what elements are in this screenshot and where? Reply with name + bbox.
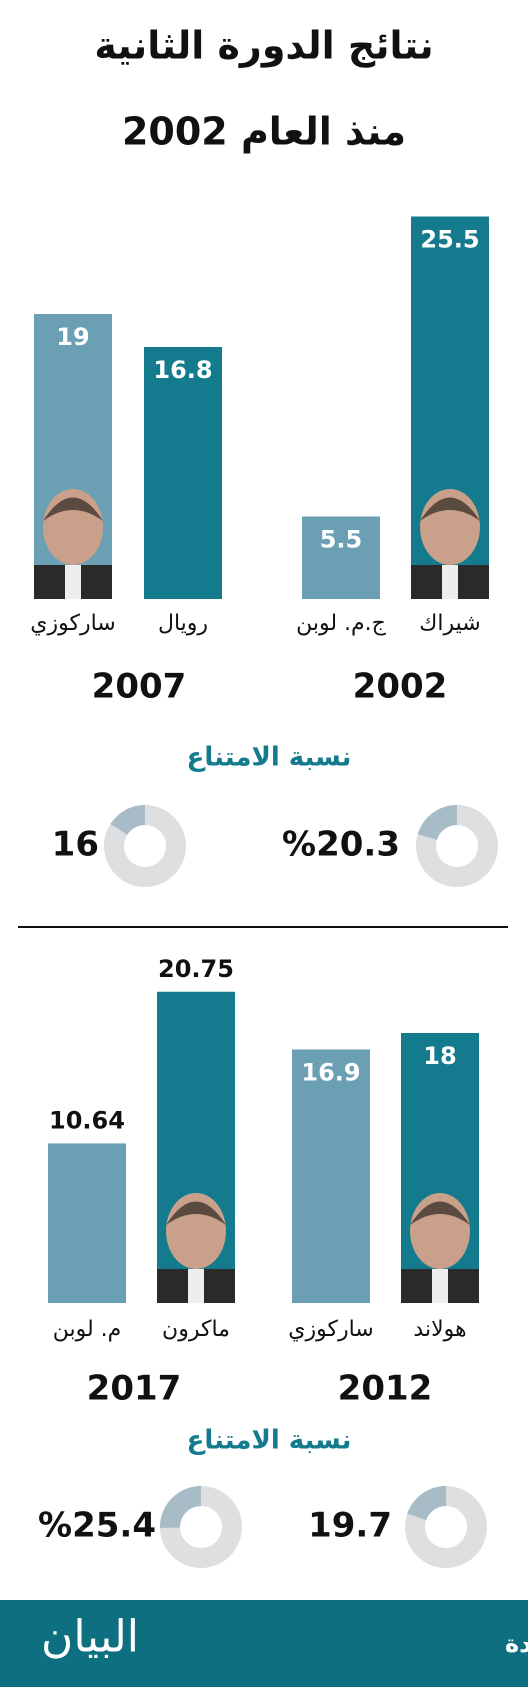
- photo-collar: [432, 1269, 448, 1303]
- photo-collar: [65, 565, 81, 599]
- bar: [302, 516, 380, 599]
- value-label: 16.8: [153, 356, 212, 384]
- photo-collar: [442, 565, 458, 599]
- candidate-name: م. لوبن: [53, 1317, 122, 1342]
- photo-hair: [420, 497, 480, 521]
- bar: [48, 1143, 126, 1303]
- candidate-name: ج.م. لوبن: [296, 611, 387, 636]
- value-label: 19: [56, 323, 89, 351]
- value-label: 19.7: [308, 1506, 392, 1546]
- photo-hair: [410, 1201, 470, 1225]
- year-label: 2012: [338, 1369, 433, 1409]
- value-label: 20.75: [158, 955, 234, 983]
- photo-hair: [166, 1201, 226, 1225]
- donut-slice: [160, 1486, 202, 1529]
- donut-slice: [407, 1486, 447, 1521]
- credit: غرافيك: محمد أبوعبيدة: [505, 1628, 528, 1658]
- donut-slice: [417, 805, 458, 841]
- logo: البيان: [41, 1612, 139, 1663]
- year-label: 2007: [92, 667, 187, 707]
- candidate-name: رويال: [158, 611, 208, 636]
- bar: [144, 347, 222, 599]
- candidate-name: ساركوزي: [30, 611, 115, 636]
- photo-hair: [43, 497, 103, 521]
- candidate-name: ساركوزي: [288, 1317, 373, 1342]
- year-label: 2002: [353, 667, 448, 707]
- value-label: 18: [423, 1042, 456, 1070]
- candidate-name: ماكرون: [162, 1317, 230, 1342]
- value-label: %25.4: [38, 1506, 156, 1546]
- headline: نتائج الدورة الثانية: [94, 24, 433, 69]
- photo-collar: [188, 1269, 204, 1303]
- abstention-title: نسبة الامتناع: [187, 1426, 352, 1456]
- candidate-name: شيراك: [419, 611, 480, 636]
- footer-band: [0, 1600, 528, 1687]
- value-label: 25.5: [420, 226, 479, 254]
- value-label: 5.5: [320, 526, 363, 554]
- value-label: %20.3: [282, 825, 400, 865]
- value-label: 16.9: [301, 1059, 360, 1087]
- candidate-name: هولاند: [413, 1317, 466, 1342]
- abstention-title: نسبة الامتناع: [187, 743, 352, 773]
- headline: منذ العام 2002: [122, 110, 406, 155]
- bar: [292, 1049, 370, 1303]
- donut-slice: [110, 805, 146, 836]
- value-label: 10.64: [49, 1106, 125, 1134]
- year-label: 2017: [87, 1369, 182, 1409]
- value-label: 16: [52, 825, 99, 865]
